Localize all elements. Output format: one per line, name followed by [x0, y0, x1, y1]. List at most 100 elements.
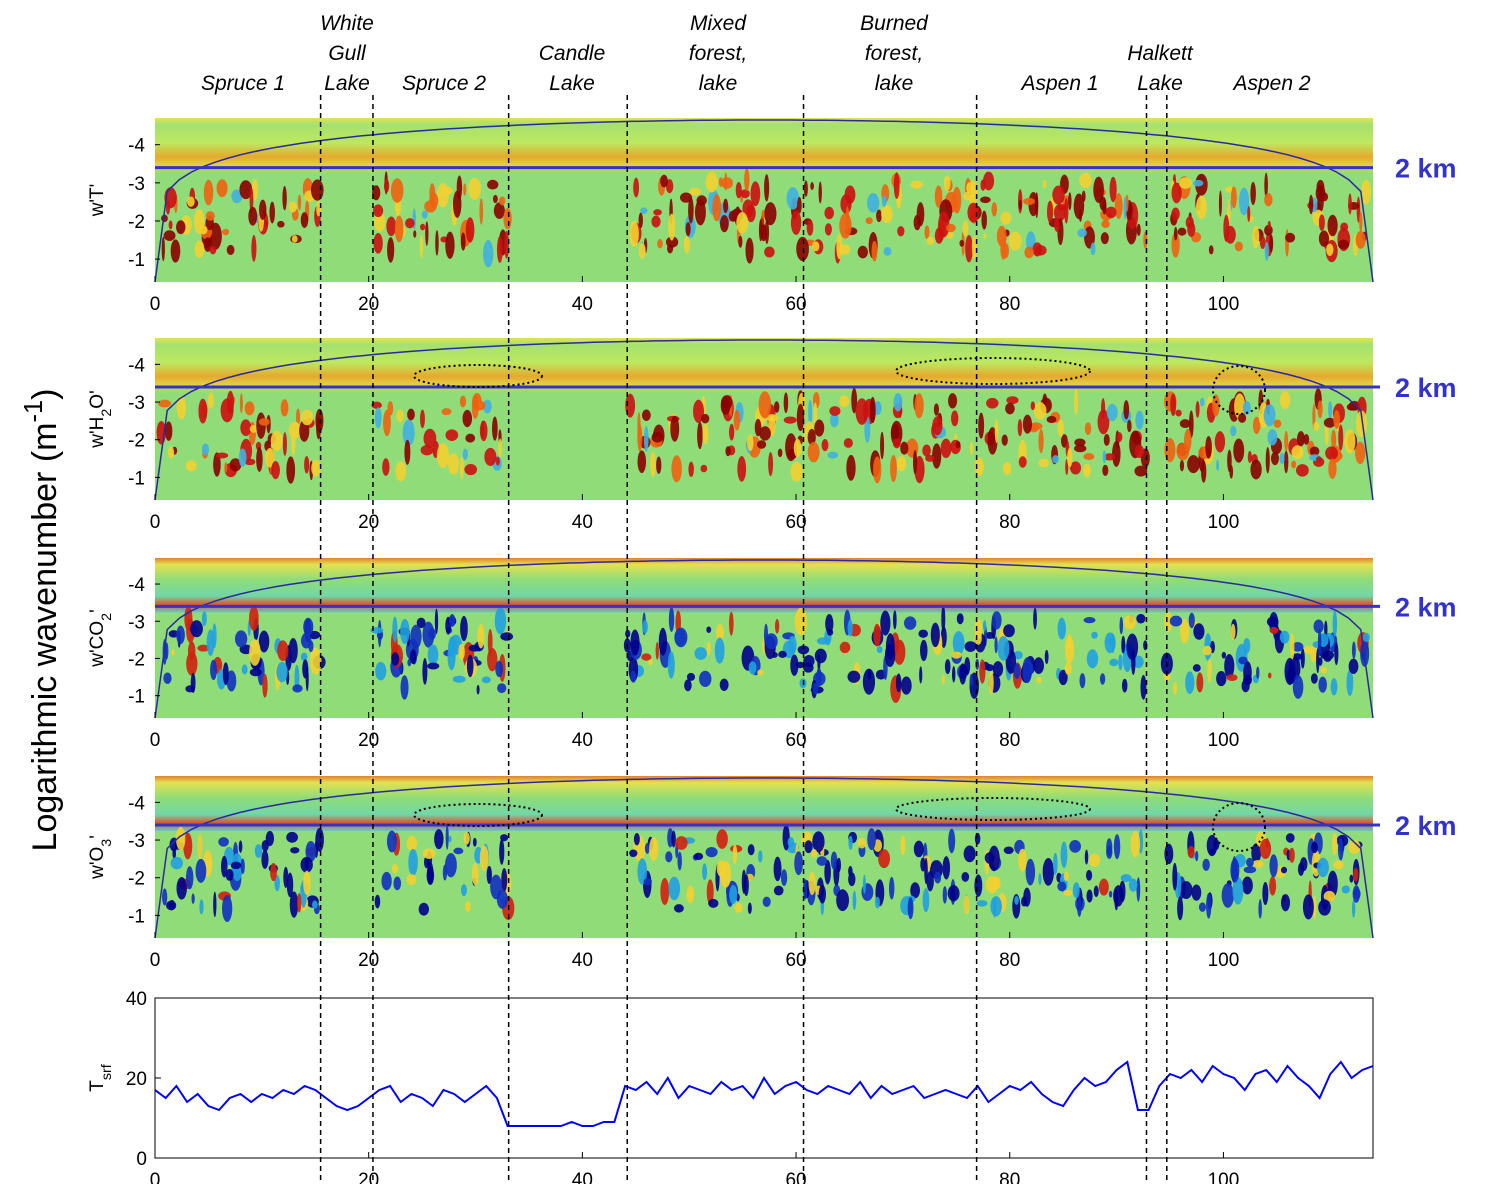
heatmap-texture — [813, 671, 826, 686]
heatmap-texture — [1038, 458, 1050, 468]
heatmap-texture — [420, 409, 425, 429]
heatmap-texture — [465, 433, 476, 443]
heatmap-texture — [265, 830, 275, 847]
heatmap-texture — [448, 636, 457, 657]
heatmap-texture — [1083, 617, 1096, 624]
heatmap-texture — [418, 902, 429, 916]
heatmap-texture — [1291, 641, 1304, 652]
heatmap-texture — [1105, 206, 1117, 219]
heatmap-texture — [764, 246, 775, 258]
heatmap-texture — [1346, 669, 1354, 697]
heatmap-texture — [286, 456, 296, 484]
x-tick-label: 100 — [1208, 730, 1240, 751]
heatmap-texture — [1101, 398, 1106, 419]
heatmap-texture — [904, 616, 917, 630]
heatmap-texture — [625, 629, 631, 638]
heatmap-texture — [161, 236, 165, 262]
heatmap-texture — [891, 423, 900, 440]
heatmap-texture — [168, 220, 173, 230]
axis-label: w'H2O' — [87, 390, 115, 448]
heatmap-texture — [910, 180, 923, 189]
heatmap-texture — [913, 449, 918, 475]
heatmap-texture — [804, 840, 813, 854]
heatmap-texture — [1355, 231, 1366, 249]
heatmap-texture — [1098, 878, 1109, 896]
heatmap-texture — [701, 413, 710, 424]
heatmap-texture — [657, 239, 663, 249]
heatmap-texture — [395, 461, 407, 482]
heatmap-texture — [1267, 429, 1278, 446]
heatmap-texture — [1330, 678, 1338, 696]
heatmap-texture — [1212, 394, 1220, 417]
heatmap-texture — [292, 684, 303, 693]
heatmap-texture — [316, 416, 322, 440]
heatmap-texture — [1252, 859, 1264, 868]
heatmap-texture — [1246, 857, 1254, 867]
x-tick-label: 40 — [572, 950, 593, 971]
heatmap-texture — [901, 676, 912, 695]
heatmap-texture — [706, 626, 712, 633]
heatmap-texture — [1316, 648, 1320, 674]
heatmap-texture — [1318, 214, 1325, 231]
heatmap-texture — [1091, 631, 1098, 639]
heatmap-texture — [658, 627, 668, 656]
heatmap-texture — [680, 192, 693, 203]
x-tick-label: 0 — [150, 294, 161, 315]
heatmap-texture — [1264, 172, 1268, 198]
heatmap-texture — [463, 183, 467, 196]
heatmap-texture — [1279, 452, 1285, 465]
heatmap-texture — [421, 210, 428, 219]
heatmap-texture — [1326, 243, 1334, 256]
heatmap-texture — [991, 202, 998, 217]
heatmap-texture — [757, 669, 764, 676]
heatmap-texture — [201, 443, 210, 456]
heatmap-texture — [184, 606, 193, 632]
heatmap-texture — [460, 232, 466, 251]
heatmap-texture — [249, 668, 262, 677]
heatmap-texture — [289, 891, 299, 918]
heatmap-texture — [1073, 193, 1085, 220]
heatmap-texture — [164, 421, 173, 441]
heatmap-texture — [297, 194, 302, 211]
heatmap-texture — [1063, 871, 1069, 882]
heatmap-texture — [283, 866, 289, 889]
heatmap-texture — [836, 889, 850, 912]
heatmap-texture — [1052, 185, 1065, 205]
label-part: Logarithmic wavenumber (m — [26, 423, 64, 852]
heatmap-texture — [667, 651, 675, 679]
heatmap-texture — [766, 414, 779, 422]
heatmap-texture — [745, 237, 754, 264]
label-part: w'T' — [87, 184, 108, 218]
heatmap-texture — [226, 390, 234, 415]
region-label: forest, — [689, 42, 747, 65]
heatmap-texture — [222, 894, 233, 923]
heatmap-texture — [762, 896, 771, 908]
y-tick-label: -1 — [128, 468, 145, 489]
heatmap-texture — [981, 210, 987, 230]
heatmap-texture — [407, 658, 412, 667]
heatmap-texture — [371, 401, 382, 409]
x-tick-label: 80 — [999, 730, 1020, 751]
label-part: srf — [99, 1064, 115, 1080]
heatmap-texture — [303, 617, 314, 636]
heatmap-texture — [1238, 187, 1250, 216]
heatmap-texture — [1018, 456, 1027, 468]
heatmap-texture — [1267, 672, 1272, 679]
heatmap-texture — [729, 885, 738, 904]
region-label: Candle — [539, 42, 606, 65]
heatmap-texture — [407, 408, 415, 421]
heatmap-texture — [197, 833, 203, 860]
heatmap-texture — [311, 900, 318, 909]
heatmap-texture — [750, 181, 761, 207]
heatmap-texture — [1074, 438, 1086, 447]
heatmap-texture — [390, 178, 404, 203]
heatmap-band — [155, 118, 1373, 174]
heatmap-texture — [773, 856, 782, 882]
heatmap-texture — [1185, 216, 1194, 229]
heatmap-texture — [884, 643, 896, 668]
heatmap-texture — [790, 461, 803, 482]
heatmap-texture — [1116, 432, 1123, 443]
heatmap-texture — [1038, 873, 1042, 886]
x-tick-label: 100 — [1208, 1170, 1240, 1184]
heatmap-texture — [1022, 414, 1032, 434]
